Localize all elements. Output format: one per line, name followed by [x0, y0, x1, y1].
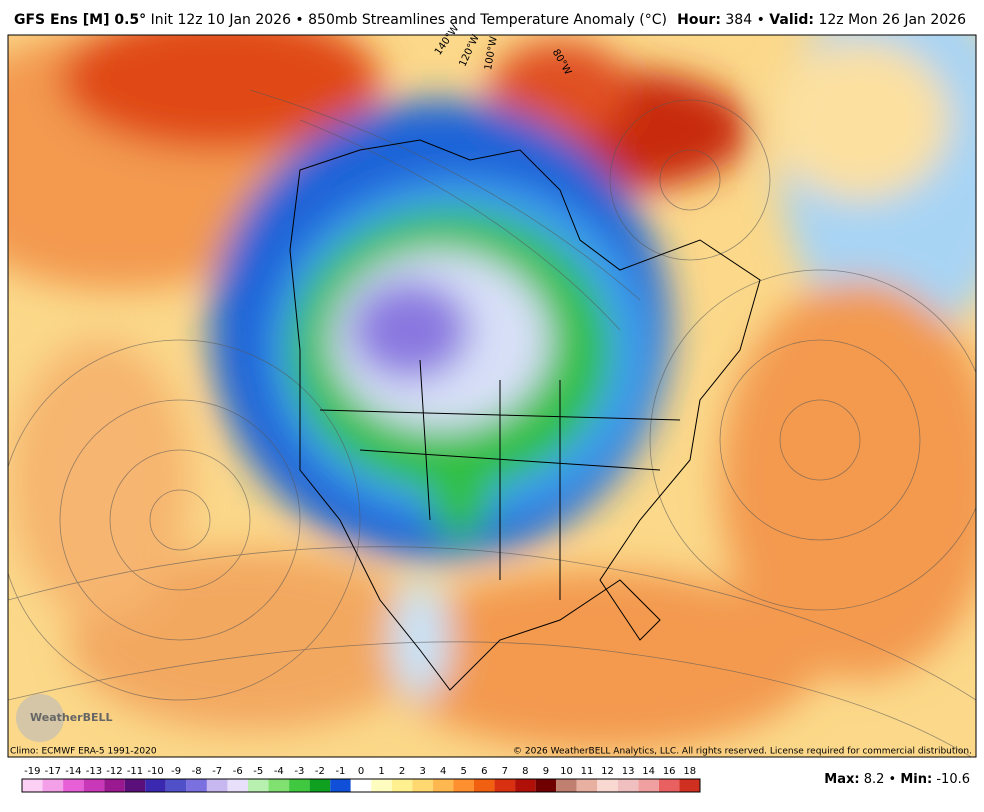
- colorbar-cell: [42, 779, 64, 792]
- copyright: © 2026 WeatherBELL Analytics, LLC. All r…: [513, 747, 972, 757]
- run: Init 12z 10 Jan 2026 • 850mb Streamlines…: [151, 12, 667, 28]
- colorbar-tick-label: 10: [560, 766, 573, 777]
- colorbar-tick-label: -8: [192, 766, 202, 777]
- colorbar-cell: [535, 779, 557, 792]
- colorbar-cell: [432, 779, 454, 792]
- colorbar-cell: [83, 779, 105, 792]
- colorbar-tick-label: 0: [358, 766, 364, 777]
- logo: WeatherBELL: [30, 711, 113, 724]
- logo-icon: [16, 694, 64, 742]
- max-value: 8.2: [864, 772, 885, 787]
- colorbar-cell: [494, 779, 516, 792]
- colorbar-cell: [350, 779, 372, 792]
- colorbar-cell: [617, 779, 639, 792]
- colorbar-cell: [165, 779, 187, 792]
- colorbar-cell: [556, 779, 577, 792]
- colorbar-tick-label: -14: [65, 766, 81, 777]
- header-right: Hour: 384 • Valid: 12z Mon 26 Jan 2026: [677, 12, 966, 28]
- colorbar-tick-label: 13: [622, 766, 635, 777]
- colorbar-tick-label: -19: [24, 766, 40, 777]
- separator: •: [889, 772, 897, 787]
- colorbar-tick-label: 5: [461, 766, 467, 777]
- colorbar-tick-label: 14: [642, 766, 655, 777]
- colorbar-tick-label: 16: [663, 766, 676, 777]
- colorbar-tick-label: 4: [440, 766, 446, 777]
- climo: Climo: ECMWF ERA-5 1991-2020: [10, 747, 157, 757]
- colorbar-tick-label: -10: [147, 766, 163, 777]
- colorbar-cell: [289, 779, 310, 792]
- colorbar-cell: [474, 779, 495, 792]
- map-frame: [7, 34, 977, 758]
- min-value: -10.6: [936, 772, 970, 787]
- valid-value: 12z Mon 26 Jan 2026: [818, 12, 966, 28]
- colorbar-cell: [227, 779, 248, 792]
- colorbar-tick-label: -4: [274, 766, 284, 777]
- colorbar-cell: [412, 779, 433, 792]
- colorbar-tick-label: 2: [399, 766, 405, 777]
- colorbar-tick-label: 12: [601, 766, 614, 777]
- model: GFS Ens [M] 0.5°: [14, 12, 146, 28]
- colorbar-tick-label: 18: [683, 766, 696, 777]
- colorbar-cell: [248, 779, 269, 792]
- colorbar-cell: [206, 779, 228, 792]
- colorbar-tick-label: 7: [502, 766, 508, 777]
- colorbar-frame: [21, 778, 701, 793]
- colorbar-cell: [124, 779, 146, 792]
- max-label: Max:: [824, 772, 859, 787]
- colorbar-cell: [371, 779, 392, 792]
- colorbar-cell: [638, 779, 659, 792]
- colorbar-cell: [576, 779, 598, 792]
- colorbar-cell: [597, 779, 618, 792]
- colorbar-tick-label: -9: [171, 766, 181, 777]
- colorbar-tick-label: -1: [335, 766, 345, 777]
- valid-label: Valid:: [769, 12, 814, 28]
- colorbar-cell: [391, 779, 413, 792]
- colorbar: -19 -17 -14 -13 -12 -11 -10 -9 -8 -7 -6 -5 -4 -3 -2 -1 0…: [21, 766, 701, 793]
- colorbar-cell: [679, 779, 700, 792]
- colorbar-tick-label: 1: [378, 766, 384, 777]
- colorbar-cell: [186, 779, 207, 792]
- colorbar-tick-label: 3: [419, 766, 425, 777]
- min-label: Min:: [900, 772, 932, 787]
- colorbar-tick-label: -11: [127, 766, 143, 777]
- colorbar-cell: [453, 779, 474, 792]
- header-left: GFS Ens [M] 0.5° Init 12z 10 Jan 2026 • …: [14, 12, 667, 28]
- colorbar-tick-label: -2: [315, 766, 325, 777]
- stats: Max: 8.2 • Min: -10.6: [824, 772, 970, 787]
- colorbar-cell: [268, 779, 290, 792]
- map: [8, 35, 976, 757]
- colorbar-tick-label: -12: [106, 766, 122, 777]
- colorbar-cell: [658, 779, 680, 792]
- colorbar-tick-label: 9: [543, 766, 549, 777]
- colorbar-tick-label: 6: [481, 766, 487, 777]
- colorbar-cell: [22, 779, 43, 792]
- colorbar-tick-label: -17: [45, 766, 61, 777]
- hour-value: 384: [725, 12, 752, 28]
- colorbar-tick-label: 11: [581, 766, 594, 777]
- colorbar-tick-label: -6: [233, 766, 243, 777]
- colorbar-cell: [104, 779, 125, 792]
- colorbar-tick-label: -5: [253, 766, 263, 777]
- colorbar-cell: [309, 779, 331, 792]
- colorbar-tick-label: -13: [86, 766, 102, 777]
- colorbar-tick-label: -7: [212, 766, 222, 777]
- hour-label: Hour:: [677, 12, 721, 28]
- colorbar-cell: [145, 779, 166, 792]
- colorbar-tick-label: -3: [294, 766, 304, 777]
- colorbar-tick-label: 8: [522, 766, 528, 777]
- separator: •: [757, 12, 765, 28]
- colorbar-cell: [515, 779, 536, 792]
- colorbar-cell: [63, 779, 84, 792]
- colorbar-cell: [330, 779, 351, 792]
